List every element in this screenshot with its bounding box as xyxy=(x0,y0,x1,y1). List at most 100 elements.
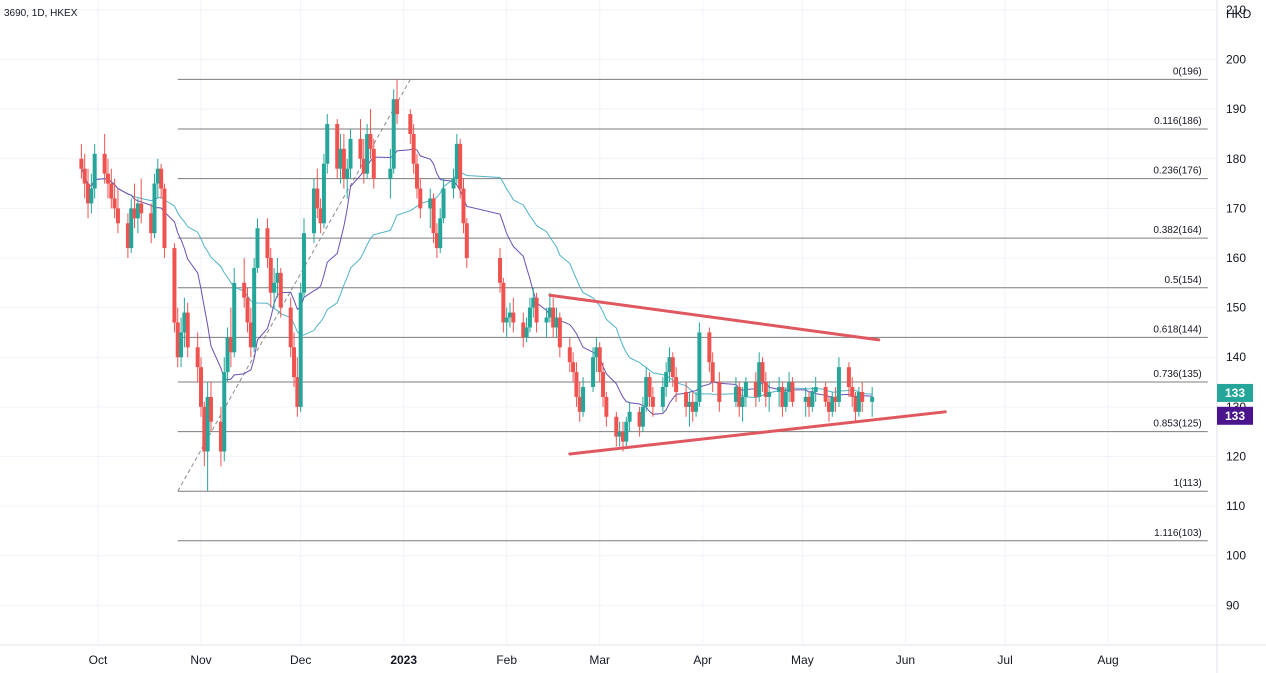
candle-body xyxy=(597,347,602,373)
candle-down xyxy=(292,332,297,387)
candle-up xyxy=(89,173,94,214)
candle-up xyxy=(617,421,622,447)
fib-anchor-line xyxy=(177,79,411,492)
candle-down xyxy=(498,248,503,293)
candle-body xyxy=(594,347,599,358)
candles xyxy=(79,79,875,492)
candle-body xyxy=(335,124,340,169)
candle-up xyxy=(252,258,257,353)
candle-body xyxy=(690,401,695,412)
candle-up xyxy=(311,178,316,244)
candle-body xyxy=(577,396,582,412)
candle-down xyxy=(414,153,419,199)
candle-body xyxy=(740,396,745,407)
candle-down xyxy=(823,382,828,407)
candle-down xyxy=(684,382,689,417)
y-tick-label: 90 xyxy=(1226,598,1240,612)
candle-up xyxy=(830,391,835,417)
candle-down xyxy=(248,307,253,358)
x-tick-label: Oct xyxy=(89,653,108,667)
candle-body xyxy=(321,163,326,224)
trendline-lower xyxy=(568,410,947,456)
candle-body xyxy=(228,337,233,353)
candle-body xyxy=(534,297,539,323)
candle-down xyxy=(807,391,812,417)
candle-body xyxy=(498,258,503,283)
candle-body xyxy=(185,312,190,348)
candle-body xyxy=(172,248,177,323)
candle-up xyxy=(767,382,772,412)
candle-body xyxy=(318,208,323,224)
candle-up xyxy=(813,377,818,402)
candle-down xyxy=(753,372,758,407)
candle-body xyxy=(527,307,532,328)
trendlines[interactable] xyxy=(548,293,947,456)
x-tick-label: Nov xyxy=(190,653,211,667)
candle-body xyxy=(767,391,772,397)
candle-body xyxy=(325,124,330,164)
candle-body xyxy=(418,188,423,209)
candle-body xyxy=(255,228,260,268)
candle-up xyxy=(182,297,187,348)
candle-up xyxy=(438,208,443,254)
candle-up xyxy=(365,124,370,179)
candle-body xyxy=(295,377,300,407)
candle-body xyxy=(225,337,230,373)
candle-down xyxy=(780,382,785,417)
candle-down xyxy=(710,352,715,392)
candle-body xyxy=(620,431,625,442)
candle-up xyxy=(302,218,306,298)
candle-down xyxy=(245,287,250,333)
candle-body xyxy=(644,377,649,407)
candle-up xyxy=(272,267,277,308)
candle-up xyxy=(694,391,699,417)
candle-down xyxy=(717,372,722,412)
candle-body xyxy=(112,198,117,209)
candle-body xyxy=(341,148,346,179)
candle-down xyxy=(431,193,436,244)
candle-down xyxy=(288,297,293,358)
candle-up xyxy=(275,258,280,298)
candle-down xyxy=(418,178,423,219)
candle-body xyxy=(733,387,738,402)
candle-body xyxy=(694,401,699,412)
candle-down xyxy=(278,267,283,318)
candle-body xyxy=(743,382,748,397)
candle-down xyxy=(408,109,413,144)
candle-body xyxy=(458,143,463,189)
candle-up xyxy=(225,327,230,383)
fibonacci-retracement[interactable]: 0(196) 0.116(186) 0.236(176) 0.382(164) 0.5(… xyxy=(177,66,1208,542)
candle-body xyxy=(149,213,154,234)
y-tick-label: 200 xyxy=(1226,53,1246,67)
candle-down xyxy=(265,218,270,268)
candle-down xyxy=(199,357,203,417)
candle-up xyxy=(733,377,738,407)
candle-up xyxy=(624,416,629,447)
candle-up xyxy=(179,317,184,368)
candle-body xyxy=(830,396,835,412)
candle-up xyxy=(544,307,549,338)
candle-up xyxy=(152,173,157,239)
candle-up xyxy=(660,377,665,412)
y-tick-label: 210 xyxy=(1226,3,1246,17)
candle-down xyxy=(670,352,675,387)
candle-body xyxy=(787,382,792,392)
candle-up xyxy=(255,218,260,273)
candle-down xyxy=(79,143,84,179)
candle-body xyxy=(391,99,396,169)
fib-level-label: 1(113) xyxy=(1174,478,1202,489)
symbol-label: 3690, 1D, HKEX xyxy=(4,8,78,19)
candle-up xyxy=(508,302,512,328)
candle-body xyxy=(395,99,400,115)
candle-up xyxy=(135,198,140,234)
candle-down xyxy=(395,79,400,125)
price-badge xyxy=(1217,383,1253,402)
candle-body xyxy=(311,188,316,234)
candle-body xyxy=(591,357,596,387)
y-tick-label: 150 xyxy=(1226,301,1246,315)
price-badge xyxy=(1217,406,1253,425)
candle-body xyxy=(813,387,818,392)
candle-body xyxy=(89,188,94,204)
